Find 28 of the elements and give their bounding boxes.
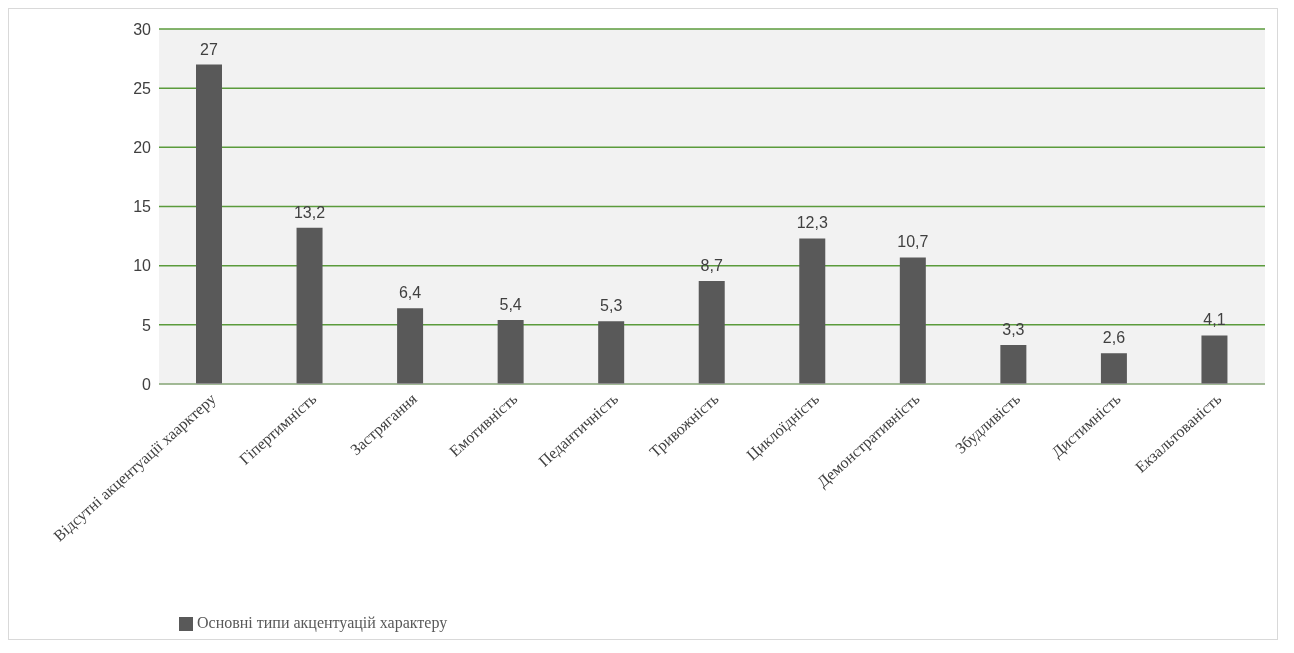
data-label: 2,6 xyxy=(1102,329,1126,347)
bar xyxy=(799,238,826,384)
bar xyxy=(196,64,222,384)
data-label: 10,7 xyxy=(897,233,929,251)
bar xyxy=(296,227,323,384)
data-label: 3,3 xyxy=(1002,320,1025,338)
y-tick-label: 25 xyxy=(133,79,152,97)
bar xyxy=(698,281,725,384)
bar xyxy=(1201,335,1228,384)
data-label: 5,3 xyxy=(600,297,623,315)
bar xyxy=(899,257,926,384)
y-tick-label: 15 xyxy=(133,198,152,216)
data-label: 6,4 xyxy=(398,284,422,302)
bar xyxy=(397,308,424,384)
data-label: 5,4 xyxy=(499,296,522,314)
data-label: 12,3 xyxy=(796,214,828,232)
y-tick-label: 30 xyxy=(133,20,152,38)
y-tick-label: 20 xyxy=(133,139,152,157)
data-label: 27 xyxy=(200,40,218,58)
bar xyxy=(598,321,625,384)
y-tick-label: 5 xyxy=(142,316,152,334)
bar xyxy=(1100,353,1127,384)
y-tick-label: 10 xyxy=(133,257,152,275)
data-label: 13,2 xyxy=(293,203,326,221)
y-tick-label: 0 xyxy=(142,375,152,393)
legend-label: Основні типи акцентуацій характеру xyxy=(197,614,448,631)
bar xyxy=(497,320,524,384)
bar xyxy=(1000,344,1027,384)
